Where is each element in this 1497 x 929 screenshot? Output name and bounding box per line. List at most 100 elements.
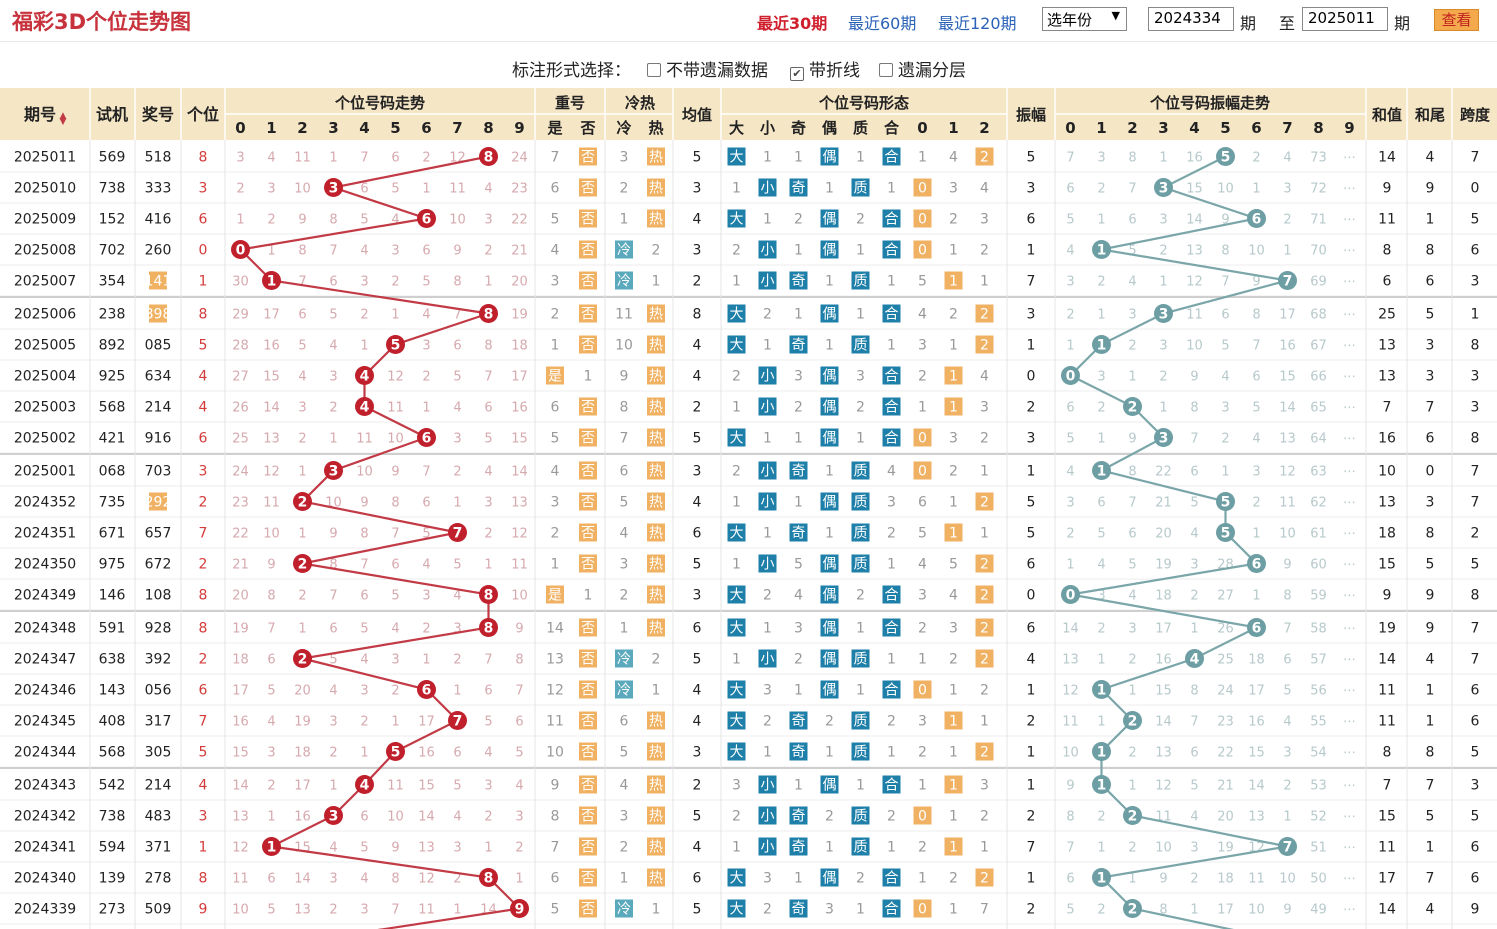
option-polyline[interactable]: ✔ 带折线 bbox=[790, 56, 860, 81]
issue-number: 2025008 bbox=[14, 243, 76, 259]
checkbox-checked-icon[interactable]: ✔ bbox=[790, 67, 804, 81]
year-select[interactable]: 选年份 ▼ bbox=[1042, 7, 1127, 31]
hot-mark: 热 bbox=[649, 809, 663, 825]
shape-omission: 1 bbox=[763, 150, 772, 166]
amp-value: 2 bbox=[1027, 714, 1036, 730]
checkbox-icon[interactable] bbox=[647, 63, 661, 77]
tail-value: 7 bbox=[1426, 778, 1435, 794]
repeat-no-mark-bg bbox=[579, 775, 597, 794]
cold-mark-bg bbox=[615, 271, 633, 290]
amp-ball bbox=[1278, 271, 1297, 290]
trend-omission: 4 bbox=[329, 684, 337, 699]
cold-mark: 冷 bbox=[617, 274, 631, 290]
amp-digit-header: 4 bbox=[1189, 119, 1199, 137]
option-omission-layer[interactable]: 遗漏分层 bbox=[879, 56, 966, 81]
shape-omission: 1 bbox=[794, 307, 803, 323]
shape-omission: 1 bbox=[763, 621, 772, 637]
amp-omission: 2 bbox=[1097, 275, 1105, 290]
query-button[interactable]: 查看 bbox=[1434, 9, 1479, 31]
amp-ball-label: 6 bbox=[1252, 212, 1262, 228]
amp-omission: 1 bbox=[1097, 715, 1105, 730]
shape-mark-bg bbox=[789, 178, 808, 197]
shape-omission: 1 bbox=[887, 338, 896, 354]
amp-omission: 10 bbox=[1279, 527, 1296, 542]
tail-value: 1 bbox=[1426, 683, 1435, 699]
shape-sub-header: 1 bbox=[948, 119, 958, 137]
repeat-no-mark: 否 bbox=[581, 495, 595, 511]
shape-mark-bg bbox=[758, 461, 777, 480]
shape-mark-bg bbox=[882, 428, 901, 447]
hot-omission: 1 bbox=[652, 274, 661, 290]
trend-omission: 16 bbox=[511, 401, 528, 416]
amp-digit-header: 5 bbox=[1220, 119, 1230, 137]
test-number: 975 bbox=[99, 557, 126, 573]
to-issue-input[interactable]: 2025011 bbox=[1302, 7, 1388, 31]
amp-omission: 66 bbox=[1310, 370, 1327, 385]
trend-omission: 9 bbox=[267, 558, 275, 573]
shape-omission: 1 bbox=[732, 400, 741, 416]
shape-omission: 1 bbox=[980, 464, 989, 480]
hot-mark: 热 bbox=[649, 369, 663, 385]
repeat-no-mark-bg bbox=[579, 461, 597, 480]
repeat-no-mark: 否 bbox=[581, 809, 595, 825]
nav-recent-30[interactable]: 最近30期 bbox=[757, 14, 828, 33]
cold-omission: 2 bbox=[620, 181, 629, 197]
amp-omission: 8 bbox=[1128, 465, 1136, 480]
shape-mark: 质 bbox=[854, 338, 868, 354]
repeat-no-mark: 否 bbox=[581, 683, 595, 699]
amp-omission: ⋯ bbox=[1343, 213, 1356, 228]
cold-omission: 2 bbox=[620, 588, 629, 604]
hot-mark: 热 bbox=[649, 778, 663, 794]
prize-number: 214 bbox=[145, 778, 172, 794]
checkbox-icon[interactable] bbox=[879, 63, 893, 77]
trend-omission: 5 bbox=[267, 903, 275, 918]
trend-omission: 3 bbox=[329, 872, 337, 887]
amp-omission: 4 bbox=[1252, 432, 1260, 447]
trend-omission: 2 bbox=[422, 370, 430, 385]
amp-omission: 12 bbox=[1186, 275, 1203, 290]
shape-omission: 4 bbox=[949, 150, 958, 166]
shape-mark: 大 bbox=[730, 431, 744, 447]
trend-omission: 13 bbox=[263, 432, 280, 447]
hot-mark-bg bbox=[647, 178, 665, 197]
trend-omission: 6 bbox=[484, 401, 492, 416]
unit-digit: 2 bbox=[199, 495, 208, 511]
sum-value: 13 bbox=[1378, 495, 1396, 511]
unit-digit: 4 bbox=[199, 778, 208, 794]
test-number: 702 bbox=[99, 243, 126, 259]
option-no-omission[interactable]: 不带遗漏数据 bbox=[647, 56, 768, 81]
unit-digit: 6 bbox=[199, 683, 208, 699]
amp-omission: 2 bbox=[1283, 779, 1291, 794]
avg-value: 4 bbox=[693, 338, 702, 354]
unit-digit: 7 bbox=[199, 526, 208, 542]
amp-omission: 26 bbox=[1217, 622, 1234, 637]
shape-omission: 2 bbox=[732, 369, 741, 385]
from-issue-input[interactable]: 2024334 bbox=[1148, 7, 1234, 31]
amp-omission: 15 bbox=[1186, 182, 1203, 197]
shape-omission: 1 bbox=[887, 557, 896, 573]
unit-ball bbox=[417, 428, 436, 447]
amp-omission: 17 bbox=[1248, 684, 1265, 699]
shape-mark: 偶 bbox=[823, 400, 837, 416]
repeat-yes-omission: 6 bbox=[551, 871, 560, 887]
repeat-yes-omission: 3 bbox=[551, 495, 560, 511]
shape-mark-bg bbox=[913, 240, 932, 259]
hot-omission: 1 bbox=[652, 902, 661, 918]
trend-omission: 7 bbox=[484, 370, 492, 385]
nav-recent-120[interactable]: 最近120期 bbox=[938, 14, 1017, 33]
amp-omission: 4 bbox=[1283, 151, 1291, 166]
trend-omission: 21 bbox=[232, 558, 249, 573]
trend-omission: 17 bbox=[294, 779, 311, 794]
amp-omission: 4 bbox=[1128, 589, 1136, 604]
hot-mark: 热 bbox=[649, 557, 663, 573]
shape-mark-bg bbox=[913, 461, 932, 480]
amp-ball bbox=[1247, 209, 1266, 228]
trend-omission: 1 bbox=[360, 746, 368, 761]
shape-mark-bg bbox=[758, 397, 777, 416]
shape-mark-bg bbox=[975, 618, 994, 637]
trend-omission: 1 bbox=[391, 308, 399, 323]
amp-ball bbox=[1247, 618, 1266, 637]
amp-omission: 2 bbox=[1221, 432, 1229, 447]
nav-recent-60[interactable]: 最近60期 bbox=[848, 14, 917, 33]
span-value: 9 bbox=[1471, 902, 1480, 918]
